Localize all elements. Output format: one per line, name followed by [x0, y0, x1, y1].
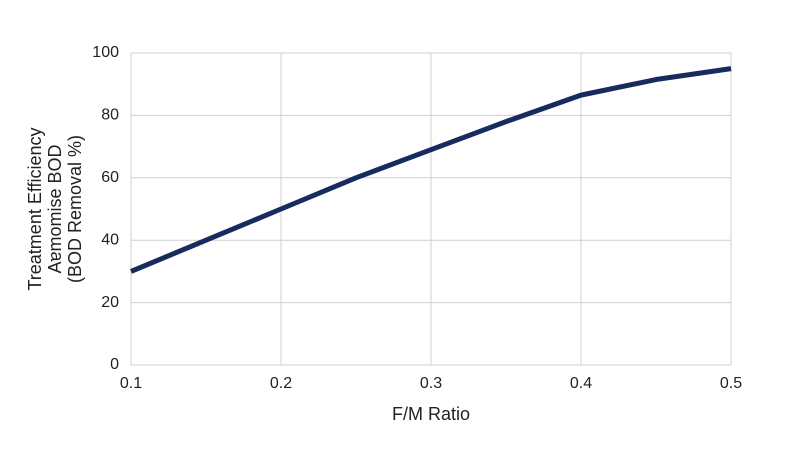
y-axis-label: Treatment Efficiency — [25, 127, 45, 290]
line-series — [130, 66, 732, 274]
x-axis-label: F/M Ratio — [392, 404, 470, 424]
y-tick-label: 40 — [101, 231, 119, 248]
x-tick-label: 0.3 — [420, 375, 442, 392]
y-tick-label: 60 — [101, 169, 119, 186]
x-tick-label: 0.4 — [570, 375, 592, 392]
x-tick-label: 0.5 — [720, 375, 742, 392]
y-tick-label: 20 — [101, 294, 119, 311]
y-tick-label: 0 — [110, 356, 119, 373]
y-tick-label: 100 — [92, 44, 119, 61]
y-tick-label: 80 — [101, 107, 119, 124]
x-tick-label: 0.1 — [120, 375, 142, 392]
y-axis-label: (BOD Removal %) — [65, 135, 85, 283]
x-tick-label: 0.2 — [270, 375, 292, 392]
y-axis-label: Aɐmomise BOD — [45, 144, 65, 273]
